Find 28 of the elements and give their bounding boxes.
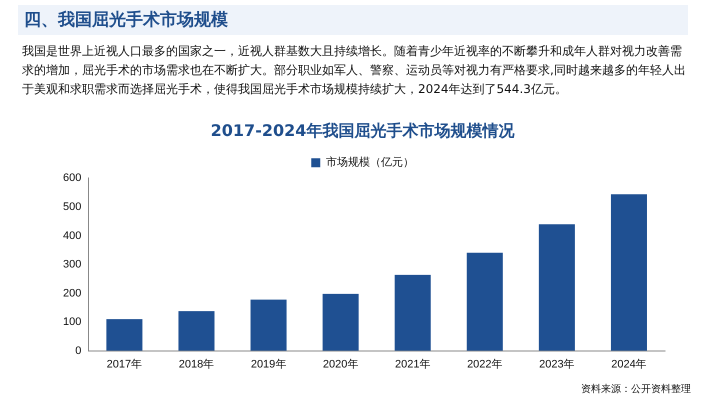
x-tick-label: 2020年 <box>322 358 358 370</box>
x-tick-label: 2023年 <box>539 358 575 370</box>
x-tick-label: 2017年 <box>106 358 142 370</box>
y-tick-label: 100 <box>62 316 82 328</box>
text: 资料来源：公开资料整理 <box>581 382 691 396</box>
text: 四、我国屈光手术市场规模 <box>18 5 688 35</box>
x-tick-label: 2024年 <box>611 358 647 370</box>
x-tick-label: 2018年 <box>178 358 214 370</box>
bar <box>322 294 359 351</box>
bar <box>106 319 142 351</box>
x-tick-label: 2019年 <box>250 358 286 370</box>
x-tick-label: 2022年 <box>467 358 503 370</box>
y-tick-label: 600 <box>62 172 82 184</box>
bar <box>610 194 647 351</box>
bar <box>250 300 287 351</box>
bar <box>178 311 214 351</box>
y-tick-label: 200 <box>62 287 82 300</box>
y-tick-label: 500 <box>62 201 82 213</box>
bar <box>466 252 503 351</box>
bar <box>538 224 575 351</box>
y-tick-label: 300 <box>62 258 82 271</box>
x-tick-label: 2021年 <box>394 358 430 370</box>
chart-title: 2017-2024年我国屈光手术市场规模情况 <box>210 120 516 140</box>
bar <box>394 274 431 351</box>
y-tick-label: 400 <box>62 230 82 242</box>
text: 我国是世界上近视人口最多的国家之一，近视人群基数大且持续增长。随着青少年近视率的不断攀升和成年人群对视力改善需求的增加，屈光手术的市场需求也在不断扩大。部分职业如军人、警察、运动员等对视力有严格要求,同时越来越多的年轻人出于美观和求职需求而选择屈光手术，使得我国屈光手术市场规模持续扩大，2024年达到了544.3亿元。 <box>22 43 687 98</box>
y-tick-label: 0 <box>75 344 82 357</box>
legend-label: 市场规模（亿元） <box>326 156 414 169</box>
